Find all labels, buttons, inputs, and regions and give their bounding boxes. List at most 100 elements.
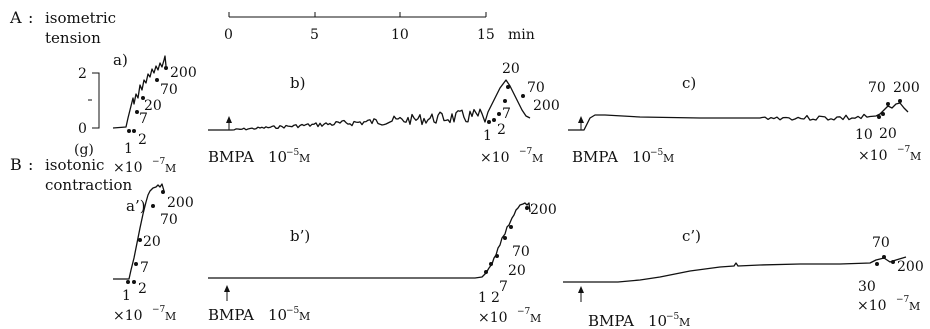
- panel-a-dose-20: 20: [144, 98, 162, 114]
- svg-text:×10: ×10: [480, 150, 510, 166]
- section-b-letter: B: [10, 155, 22, 174]
- panel-b-prime-conc-unit: ×10 −7 M: [478, 307, 541, 326]
- panel-c-label: c): [682, 74, 696, 92]
- panel-a-prime-dose-7: 7: [140, 260, 149, 276]
- panel-b-dose-70: 70: [527, 80, 545, 96]
- panel-b-prime-bmpa-exp: −5: [286, 306, 300, 316]
- panel-a-prime-dose-70: 70: [160, 212, 178, 228]
- panel-b-prime: b’) 1 2 7 20 70 200 ×10 −7 M BMPA 10 −5 …: [208, 202, 557, 326]
- panel-a: a) 1 2 7 20 70 200 ×10 −7 M: [112, 51, 197, 176]
- panel-b-label: b): [290, 74, 305, 92]
- panel-b-prime-conc-unit-m: M: [530, 312, 541, 325]
- panel-a-dose-2: 2: [138, 132, 147, 148]
- svg-text:×10: ×10: [478, 310, 508, 326]
- panel-b-prime-dose-7: 7: [499, 279, 508, 295]
- panel-a-dose-1: 1: [124, 141, 133, 157]
- panel-c-conc-unit-m: M: [910, 150, 921, 163]
- panel-c-bmpa-name: BMPA: [572, 148, 618, 166]
- time-tick-0: 0: [224, 27, 233, 43]
- panel-a-conc-unit: ×10 −7 M: [113, 157, 176, 176]
- panel-b-prime-bmpa-marker: BMPA 10 −5 M: [208, 285, 310, 324]
- panel-a-dose-70: 70: [160, 82, 178, 98]
- panel-b-dose-20: 20: [502, 61, 520, 77]
- panel-b-prime-dose-200: 200: [530, 202, 557, 218]
- svg-text:×10: ×10: [113, 308, 143, 324]
- panel-b-prime-dose-70: 70: [512, 244, 530, 260]
- panel-c-prime-conc-unit-m: M: [909, 300, 920, 313]
- panel-a-prime-conc-unit-m: M: [165, 310, 176, 323]
- panel-a-prime-conc-exp: −7: [152, 305, 166, 315]
- panel-c-dose-200: 200: [893, 80, 920, 96]
- panel-c-prime-label: c’): [682, 227, 701, 245]
- panel-c-prime-bmpa-exp: −5: [666, 312, 680, 322]
- force-scale-bar: 2 0 (g): [74, 66, 100, 158]
- panel-c-prime-trace: [563, 256, 907, 283]
- panel-b-dose-2: 2: [497, 122, 506, 138]
- time-tick-5: 5: [310, 27, 319, 43]
- panel-c-bmpa-unit: M: [663, 152, 674, 165]
- panel-c-bmpa-exp: −5: [650, 148, 664, 158]
- panel-c-prime-dose-70: 70: [872, 235, 890, 251]
- section-a-colon: :: [28, 8, 33, 27]
- panel-a-prime-conc-unit: ×10 −7 M: [113, 305, 176, 324]
- panel-c-dose-10: 10: [855, 127, 873, 143]
- panel-a-conc-exp: −7: [152, 157, 166, 167]
- panel-c-bmpa-base: 10: [632, 148, 651, 166]
- section-b-label: B : isotonic contraction: [10, 155, 132, 194]
- panel-c-prime-conc-exp: −7: [896, 295, 910, 305]
- panel-c-conc-exp: −7: [897, 145, 911, 155]
- section-b-line2: contraction: [45, 176, 132, 194]
- panel-b-bmpa-name: BMPA: [208, 148, 254, 166]
- panel-c-prime-bmpa-base: 10: [648, 312, 667, 329]
- panel-a-dose-200: 200: [170, 65, 197, 81]
- panel-b-bmpa-unit: M: [299, 152, 310, 165]
- panel-a-prime-trace: [113, 183, 165, 280]
- panel-b-bmpa-marker: BMPA 10 −5 M: [208, 116, 310, 166]
- panel-c-trace: [568, 102, 909, 131]
- section-a-label: A : isometric tension: [9, 8, 116, 47]
- panel-b-prime-dose-1: 1: [478, 290, 487, 306]
- force-tick-top: 2: [78, 66, 87, 82]
- panel-c-prime-dose-200: 200: [897, 259, 924, 275]
- panel-b-dose-200: 200: [533, 98, 560, 114]
- panel-b-conc-prefix: ×10: [480, 150, 510, 166]
- panel-c-conc-unit: ×10 −7 M: [858, 145, 921, 164]
- panel-c-prime-bmpa-unit: M: [679, 316, 690, 329]
- panel-c-prime-conc-unit: ×10 −7 M: [857, 295, 920, 314]
- force-tick-bottom: 0: [78, 121, 87, 137]
- panel-b-dose-7: 7: [502, 106, 511, 122]
- panel-b-conc-unit: ×10 −7 M: [480, 147, 543, 166]
- panel-b-dose-1: 1: [483, 128, 492, 144]
- panel-b-prime-conc-exp: −7: [517, 307, 531, 317]
- panel-b-bmpa-base: 10: [268, 148, 287, 166]
- panel-b-conc-exp: −7: [519, 147, 533, 157]
- svg-text:×10: ×10: [858, 148, 888, 164]
- panel-a-prime-dose-200: 200: [167, 195, 194, 211]
- time-tick-15: 15: [477, 27, 495, 43]
- panel-b: b) 1 2 7 20 70 200 ×10 −7 M BMPA 10 −5 M: [208, 61, 560, 166]
- section-a-line2: tension: [45, 29, 101, 47]
- panel-a-prime: a’) 1 2 7 20 70 200 ×10 −7 M: [113, 183, 194, 324]
- section-b-line1: isotonic: [45, 156, 104, 174]
- panel-c-dose-20: 20: [879, 126, 897, 142]
- panel-c-prime-conc-prefix: ×10: [857, 298, 887, 314]
- panel-c-prime-bmpa-marker: BMPA 10 −5 M: [578, 286, 690, 329]
- svg-text:×10: ×10: [113, 160, 143, 176]
- panel-b-prime-trace: [208, 202, 531, 279]
- panel-a-trace: [112, 55, 167, 129]
- panel-b-prime-label: b’): [290, 227, 310, 245]
- panel-b-bmpa-exp: −5: [286, 148, 300, 158]
- panel-a-prime-dose-1: 1: [122, 288, 131, 304]
- panel-a-dose-7: 7: [139, 111, 148, 127]
- panel-b-prime-bmpa-name: BMPA: [208, 306, 254, 324]
- panel-a-prime-dose-2: 2: [138, 281, 147, 297]
- panel-c: c) 10 20 70 200 ×10 −7 M BMPA 10 −5 M: [568, 74, 921, 166]
- panel-b-prime-bmpa-unit: M: [299, 310, 310, 323]
- panel-a-conc-prefix: ×10: [113, 160, 143, 176]
- panel-b-prime-dose-20: 20: [508, 263, 526, 279]
- panel-b-prime-bmpa-base: 10: [268, 306, 287, 324]
- panel-c-prime: c’) 30 70 200 ×10 −7 M BMPA 10 −5 M: [563, 227, 924, 329]
- panel-b-trace: [208, 79, 531, 131]
- panel-c-bmpa-marker: BMPA 10 −5 M: [572, 116, 674, 166]
